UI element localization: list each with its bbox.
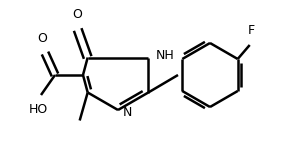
Text: F: F [248,24,255,37]
Text: N: N [123,105,132,118]
Text: HO: HO [28,103,48,116]
Text: O: O [37,32,47,45]
Text: NH: NH [155,49,174,62]
Text: O: O [72,9,82,21]
